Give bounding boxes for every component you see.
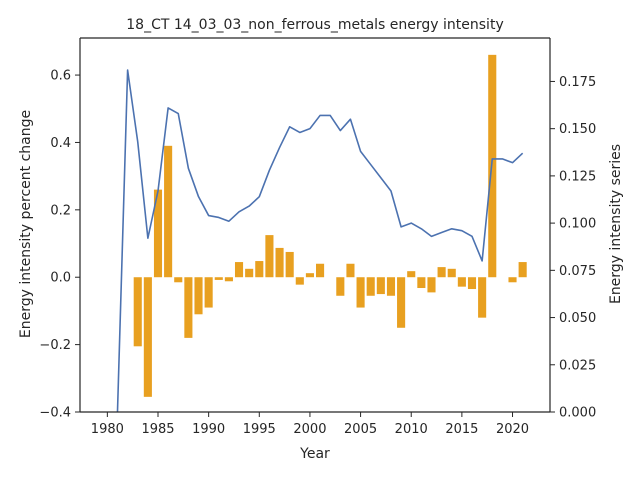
y-left-tick-label-4: 0.4 — [50, 136, 71, 151]
y-left-tick-label-1: −0.2 — [39, 338, 71, 353]
bar-1984 — [143, 277, 152, 397]
y-right-tick-label-2: 0.050 — [559, 311, 596, 326]
bar-2021 — [518, 262, 527, 278]
bar-2017 — [478, 277, 487, 318]
bar-2014 — [447, 268, 456, 278]
bar-1990 — [204, 277, 213, 308]
bar-1987 — [174, 277, 183, 283]
bar-2016 — [467, 277, 477, 290]
x-tick-label-2000: 2000 — [293, 422, 326, 437]
bar-1997 — [275, 247, 284, 278]
line-layer — [116, 69, 524, 412]
y-right-tick-label-1: 0.025 — [559, 358, 596, 373]
series-line — [116, 69, 524, 412]
bar-2003 — [336, 277, 345, 296]
chart-title: 18_CT 14_03_03_non_ferrous_metals energy… — [126, 17, 503, 33]
bar-1996 — [265, 235, 274, 278]
bar-1989 — [194, 277, 203, 315]
bar-2005 — [356, 277, 365, 308]
y-right-tick-label-7: 0.175 — [559, 75, 596, 90]
x-tick-label-2005: 2005 — [344, 422, 377, 437]
bar-2007 — [376, 277, 385, 295]
bar-2010 — [407, 271, 416, 278]
ticks-layer: 1980 1985 1990 1995 2000 2005 2010 2015 2020 −0.4… — [39, 69, 596, 437]
bar-1995 — [255, 261, 264, 278]
bar-1985 — [153, 189, 163, 278]
bar-2000 — [305, 273, 314, 278]
x-tick-label-2010: 2010 — [395, 422, 428, 437]
y-left-tick-label-2: 0.0 — [50, 271, 71, 286]
bar-1986 — [164, 145, 173, 278]
y-right-tick-label-4: 0.100 — [559, 217, 596, 232]
bar-1993 — [234, 262, 244, 278]
bar-1991 — [214, 277, 223, 280]
bar-2004 — [346, 263, 355, 278]
x-tick-label-1990: 1990 — [192, 422, 225, 437]
bar-1992 — [224, 277, 233, 282]
y-right-tick-label-3: 0.075 — [559, 264, 596, 279]
bar-1988 — [184, 277, 193, 338]
bar-2015 — [457, 277, 466, 287]
bar-2012 — [427, 277, 436, 293]
y-right-tick-label-0: 0.000 — [559, 406, 596, 421]
bar-1994 — [245, 268, 254, 278]
bar-2020 — [508, 277, 517, 283]
bar-2006 — [366, 277, 375, 296]
bar-1998 — [285, 251, 294, 278]
bar-1983 — [133, 277, 142, 347]
bar-2013 — [437, 267, 446, 278]
bar-2009 — [397, 277, 406, 328]
bars-layer — [133, 54, 527, 397]
y-right-axis-title: Energy intensity series — [608, 144, 624, 304]
y-right-tick-label-6: 0.150 — [559, 122, 596, 137]
x-tick-label-2015: 2015 — [445, 422, 478, 437]
x-tick-label-1985: 1985 — [141, 422, 174, 437]
bar-2011 — [417, 277, 426, 289]
x-axis-title: Year — [299, 446, 330, 462]
bar-1999 — [295, 277, 304, 285]
bar-2008 — [386, 277, 396, 296]
y-left-tick-label-5: 0.6 — [50, 69, 71, 84]
x-tick-label-1980: 1980 — [91, 422, 124, 437]
y-left-tick-label-3: 0.2 — [50, 203, 71, 218]
y-right-tick-label-5: 0.125 — [559, 169, 596, 184]
y-left-tick-label-0: −0.4 — [39, 406, 71, 421]
y-left-axis-title: Energy intensity percent change — [18, 110, 34, 338]
bar-2001 — [316, 263, 325, 278]
x-tick-label-2020: 2020 — [496, 422, 529, 437]
x-tick-label-1995: 1995 — [243, 422, 276, 437]
